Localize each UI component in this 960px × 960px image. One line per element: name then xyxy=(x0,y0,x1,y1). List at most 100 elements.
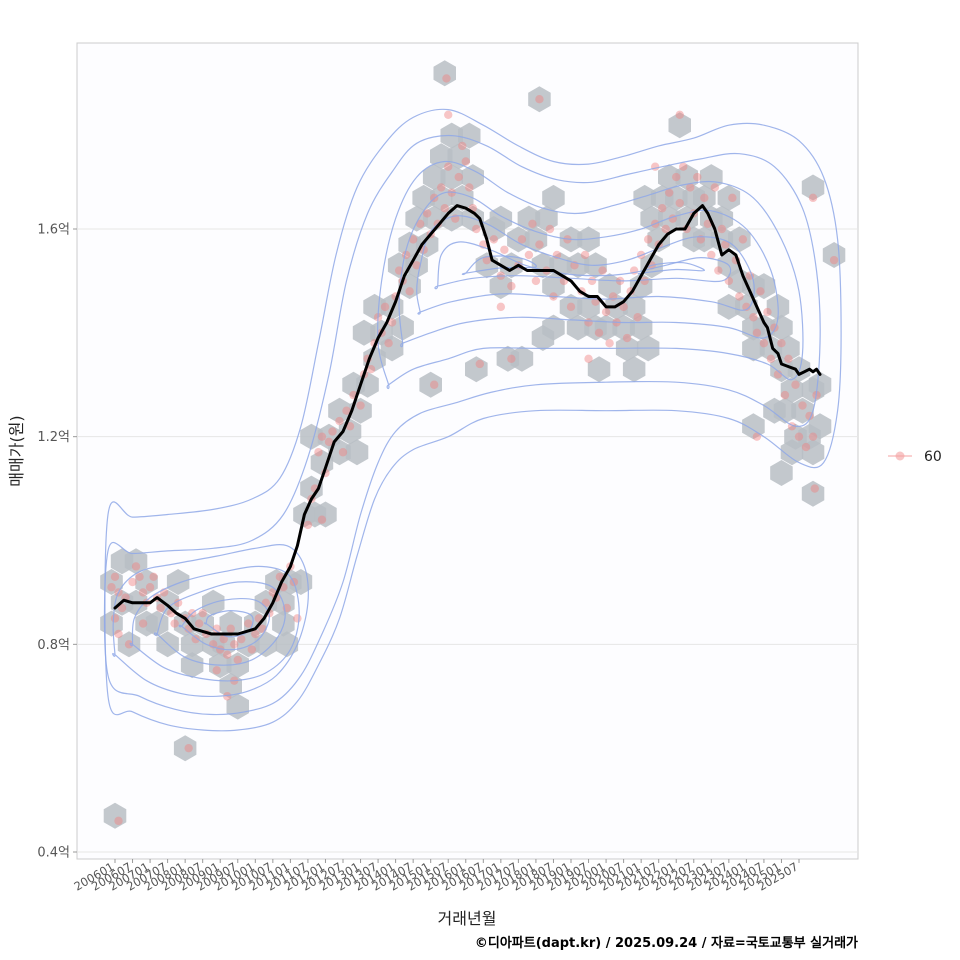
hexbin-cell xyxy=(665,184,688,211)
data-point xyxy=(507,281,516,291)
hexbin-cell xyxy=(535,205,558,232)
data-point xyxy=(440,204,449,213)
data-point xyxy=(728,193,737,203)
data-point xyxy=(472,224,481,234)
contour-line xyxy=(129,565,300,682)
data-point xyxy=(756,287,765,296)
data-point xyxy=(156,603,165,613)
hexbin-cell xyxy=(430,143,453,170)
hexbin-cell xyxy=(542,184,565,211)
data-point xyxy=(717,224,727,234)
data-point xyxy=(114,816,123,826)
data-point xyxy=(117,603,127,613)
data-point xyxy=(437,183,446,192)
hexbin-cell xyxy=(173,735,197,762)
data-point xyxy=(198,608,207,618)
data-point xyxy=(412,261,421,270)
hexbin-cell xyxy=(363,345,386,372)
data-point xyxy=(679,162,688,171)
hexbin-cell xyxy=(275,631,299,658)
data-point xyxy=(587,276,597,286)
data-point xyxy=(191,634,200,644)
hexbin-cell xyxy=(173,610,197,637)
hexbin-cell xyxy=(742,413,765,440)
data-point xyxy=(237,634,246,644)
data-point xyxy=(650,162,660,171)
hexbin-cell xyxy=(117,631,141,658)
hexbin-cell xyxy=(398,231,421,258)
data-point xyxy=(710,183,720,192)
contour-line xyxy=(104,108,842,732)
hexbin-cell xyxy=(801,480,825,507)
hexbin-cell xyxy=(405,252,428,279)
legend: 60 xyxy=(888,449,942,465)
data-point xyxy=(605,339,614,348)
hexbin-cell xyxy=(180,631,204,658)
hexbin-cell xyxy=(328,397,351,424)
trend-line-group xyxy=(113,204,822,636)
hexbin-cell xyxy=(440,164,463,191)
data-point xyxy=(507,354,516,363)
hexbin-cell xyxy=(363,293,386,320)
data-point xyxy=(580,250,590,260)
data-point xyxy=(247,645,256,654)
data-point xyxy=(461,157,470,166)
data-point xyxy=(531,276,541,286)
hexbin-cell xyxy=(458,122,481,149)
data-point xyxy=(594,328,604,338)
data-point xyxy=(784,354,793,363)
hexbin-cell xyxy=(461,164,484,191)
plot-panel-border xyxy=(76,42,859,860)
data-point xyxy=(745,271,755,280)
data-point xyxy=(149,572,158,582)
data-point xyxy=(380,302,390,312)
data-point xyxy=(387,318,397,327)
data-point xyxy=(665,188,674,197)
hexbin-cell xyxy=(300,475,323,502)
data-point xyxy=(356,401,365,410)
hexbin-cell xyxy=(717,184,741,211)
data-point xyxy=(675,110,684,119)
hexbin-cell xyxy=(622,293,646,320)
hexbin-cell xyxy=(566,252,590,279)
data-point xyxy=(444,110,453,119)
hexbin-cell xyxy=(770,314,793,341)
data-point xyxy=(686,183,695,192)
data-point xyxy=(601,307,611,317)
hexbin-cell xyxy=(391,314,414,341)
hexbin-cell xyxy=(412,184,435,211)
hexbin-cell xyxy=(237,631,260,658)
contour-line xyxy=(434,241,732,290)
hexbin-cell xyxy=(587,356,611,383)
hexbin-cell xyxy=(542,273,565,300)
data-point xyxy=(584,354,593,363)
trend-line xyxy=(113,204,822,636)
y-axis: 0.4억 0.8억 1.2억 1.6억 xyxy=(37,223,77,861)
hexbin-cell xyxy=(559,293,583,320)
data-point xyxy=(658,204,667,213)
hexbin-cell xyxy=(629,314,653,341)
data-point xyxy=(131,562,141,571)
data-point xyxy=(721,240,730,249)
hexbin-cell xyxy=(612,314,635,341)
data-point xyxy=(808,193,818,203)
data-point xyxy=(223,650,232,659)
hexbin-cell xyxy=(310,449,334,476)
data-point xyxy=(422,209,432,218)
data-point xyxy=(735,292,744,301)
contour-line xyxy=(112,544,309,698)
hexbin-cell xyxy=(752,273,776,300)
data-point xyxy=(317,515,327,524)
hexbin-cell xyxy=(100,610,123,637)
data-point xyxy=(759,339,769,348)
data-point xyxy=(777,339,786,348)
hexbin-cell xyxy=(345,439,369,466)
data-point xyxy=(324,437,334,447)
hexbin-cell xyxy=(735,293,758,320)
data-point xyxy=(591,297,600,306)
data-point xyxy=(194,619,204,628)
hexbin-cell xyxy=(226,693,249,720)
data-point xyxy=(465,183,474,192)
hexbin-cell xyxy=(500,252,523,279)
